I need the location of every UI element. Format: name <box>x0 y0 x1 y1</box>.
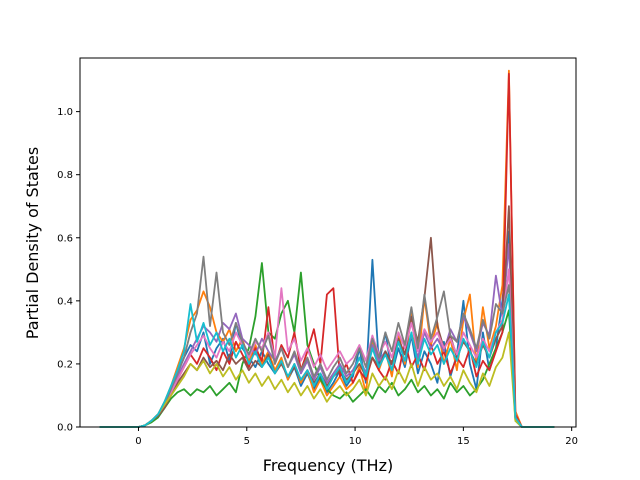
series-line-5 <box>99 243 555 428</box>
x-tick-label: 5 <box>244 436 250 447</box>
y-tick-label: 1.0 <box>57 107 73 118</box>
series-line-9 <box>99 331 555 428</box>
y-tick-label: 0.6 <box>57 233 73 244</box>
y-tick-label: 0.2 <box>57 359 73 370</box>
x-tick-label: 20 <box>565 436 578 447</box>
y-tick-label: 0.8 <box>57 170 73 181</box>
series-line-1 <box>99 230 555 428</box>
series-line-8 <box>99 255 555 428</box>
x-tick-label: 15 <box>457 436 470 447</box>
series-line-7 <box>99 268 555 428</box>
series-lines <box>99 69 555 428</box>
x-tick-label: 0 <box>135 436 141 447</box>
x-axis-label: Frequency (THz) <box>263 456 393 475</box>
y-axis: 0.0 0.2 0.4 0.6 0.8 1.0 <box>57 107 80 434</box>
x-tick-label: 10 <box>349 436 362 447</box>
series-line-2 <box>99 69 555 428</box>
series-line-3 <box>99 262 555 428</box>
y-tick-label: 0.0 <box>57 423 73 434</box>
y-tick-label: 0.4 <box>57 296 73 307</box>
y-axis-label: Partial Density of States <box>23 147 42 339</box>
series-line-10 <box>99 293 555 428</box>
plot-frame <box>79 57 577 428</box>
x-axis: 0 5 10 15 20 <box>135 427 578 447</box>
